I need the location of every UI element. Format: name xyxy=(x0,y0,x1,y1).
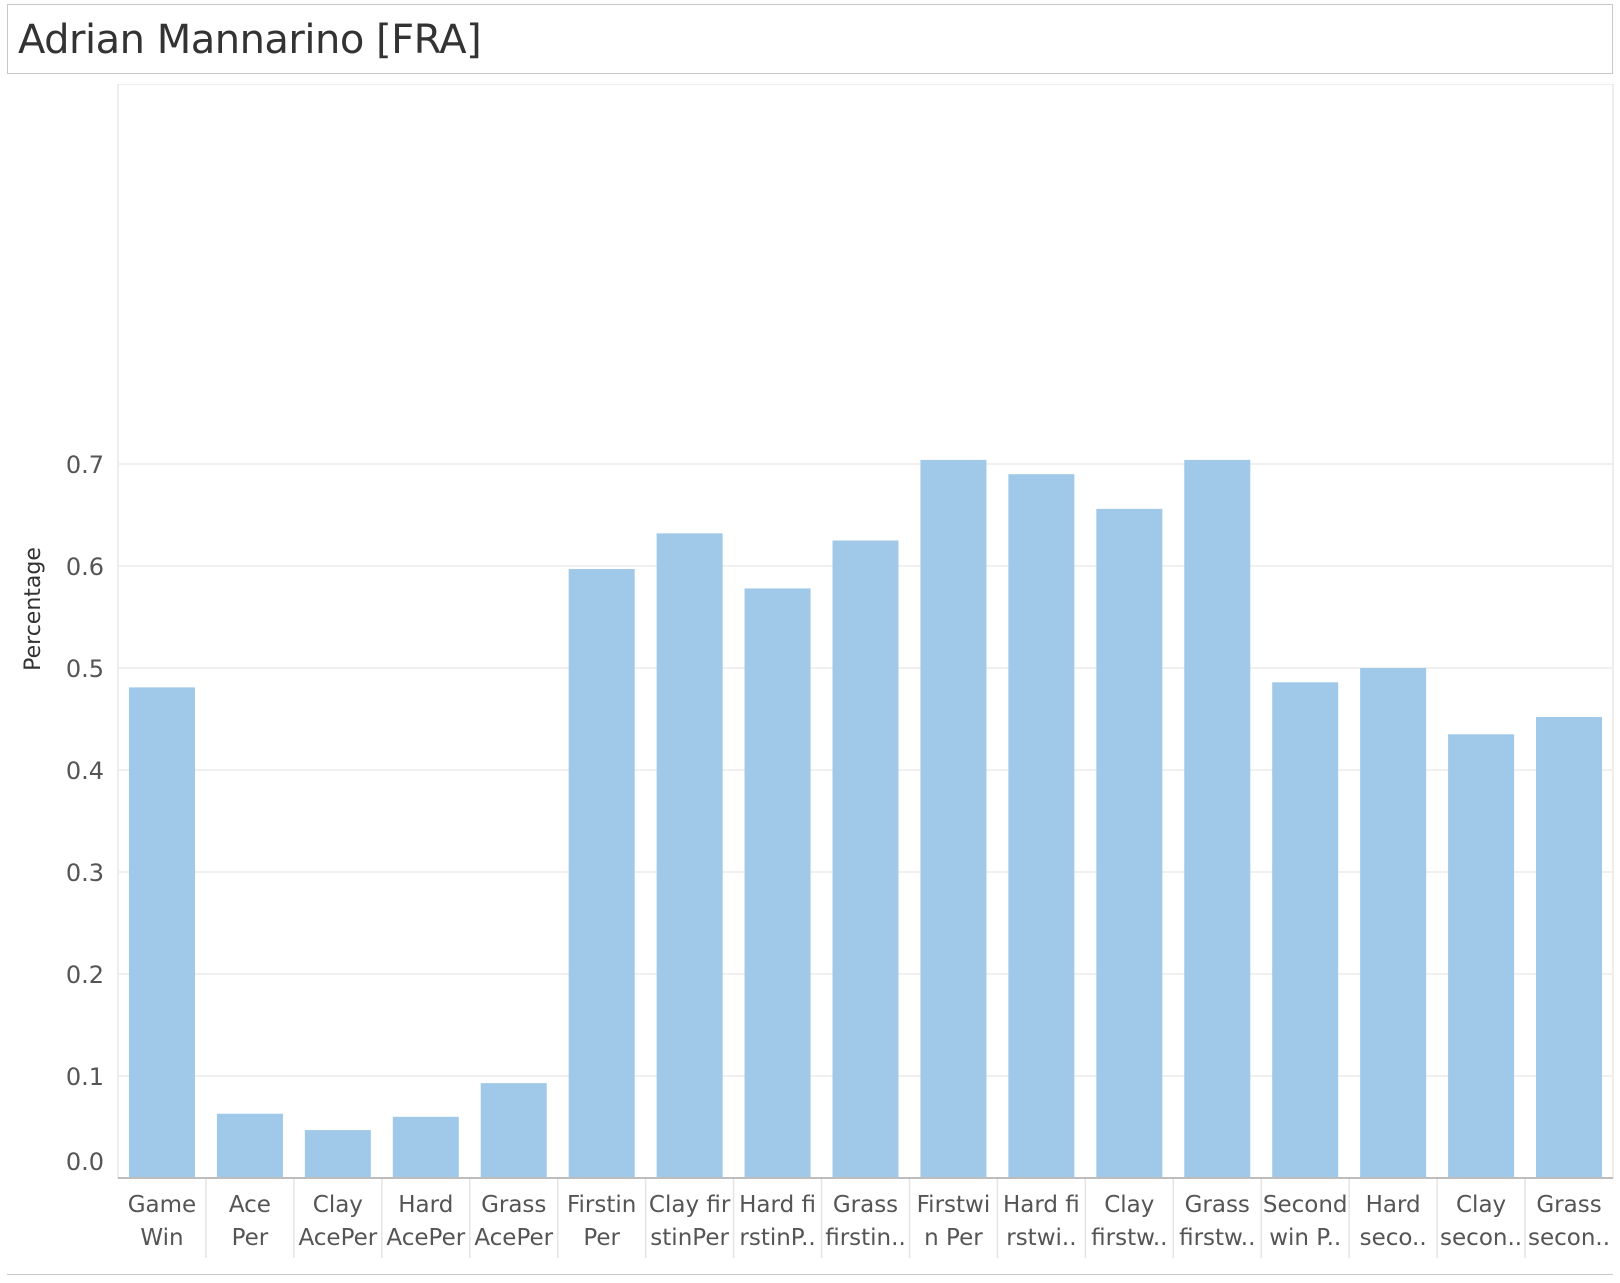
bar xyxy=(744,588,811,1178)
x-tick-label: AcePer xyxy=(386,1225,465,1251)
x-tick-label: Per xyxy=(232,1225,269,1251)
x-tick-label: win P.. xyxy=(1269,1225,1341,1251)
bar xyxy=(392,1116,459,1178)
bar xyxy=(304,1130,371,1178)
bar xyxy=(832,540,899,1178)
y-tick-label: 0.5 xyxy=(66,655,104,683)
x-tick-label: Clay fir xyxy=(649,1192,731,1218)
bar xyxy=(1008,474,1075,1178)
y-tick-label: 0.0 xyxy=(66,1148,104,1176)
y-tick-label: 0.6 xyxy=(66,553,104,581)
x-tick-label: secon.. xyxy=(1528,1225,1610,1251)
bar xyxy=(480,1083,547,1178)
x-tick-label: rstinP.. xyxy=(739,1225,815,1251)
bar xyxy=(1184,459,1251,1178)
y-tick-label: 0.1 xyxy=(66,1063,104,1091)
bar xyxy=(128,687,195,1178)
x-tick-label: firstw.. xyxy=(1091,1225,1167,1251)
bar xyxy=(1096,508,1163,1178)
bar-chart: 0.00.10.20.30.40.50.60.7GameWinAcePerCla… xyxy=(21,83,1614,1258)
x-tick-label: Second xyxy=(1263,1192,1348,1218)
bar xyxy=(1272,682,1339,1178)
bar xyxy=(1448,734,1515,1178)
x-tick-label: firstw.. xyxy=(1179,1225,1255,1251)
axis-layer: 0.00.10.20.30.40.50.60.7GameWinAcePerCla… xyxy=(66,451,1613,1258)
bar-layer xyxy=(128,459,1603,1178)
x-tick-label: Firstin xyxy=(567,1192,636,1218)
x-tick-label: rstwi.. xyxy=(1006,1225,1076,1251)
chart-area: 0.0 0.1 0.2 0.3 0.4 0.5 0.6 0.7 Game Win Ace Per Cla… xyxy=(0,83,1620,1278)
x-tick-label: firstin.. xyxy=(825,1225,906,1251)
y-tick-label: 0.3 xyxy=(66,859,104,887)
x-tick-label: Ace xyxy=(229,1192,271,1218)
x-tick-label: Game xyxy=(128,1192,196,1218)
bar xyxy=(1536,716,1603,1178)
x-tick-label: seco.. xyxy=(1360,1225,1427,1251)
x-tick-label: Clay xyxy=(313,1192,363,1218)
x-tick-label: Clay xyxy=(1104,1192,1154,1218)
y-axis-label: Percentage xyxy=(21,547,46,671)
x-tick-label: Hard fi xyxy=(1003,1192,1080,1218)
x-tick-label: Grass xyxy=(481,1192,546,1218)
bar xyxy=(1360,668,1427,1178)
y-tick-label: 0.2 xyxy=(66,961,104,989)
x-tick-label: Win xyxy=(140,1225,183,1251)
bar xyxy=(920,459,987,1178)
x-tick-label: secon.. xyxy=(1440,1225,1522,1251)
bar xyxy=(656,533,723,1178)
bottom-border xyxy=(7,1274,1613,1275)
x-tick-label: Hard fi xyxy=(739,1192,816,1218)
y-tick-label: 0.7 xyxy=(66,451,104,479)
x-tick-label: stinPer xyxy=(650,1225,729,1251)
bar xyxy=(568,569,635,1178)
x-tick-label: Hard xyxy=(1366,1192,1421,1218)
x-tick-label: Per xyxy=(583,1225,620,1251)
x-tick-label: n Per xyxy=(924,1225,983,1251)
x-tick-label: AcePer xyxy=(474,1225,553,1251)
x-tick-label: Clay xyxy=(1456,1192,1506,1218)
x-tick-label: Hard xyxy=(398,1192,453,1218)
x-tick-label: Firstwi xyxy=(917,1192,991,1218)
x-tick-label: Grass xyxy=(1185,1192,1250,1218)
y-tick-label: 0.4 xyxy=(66,757,104,785)
bar xyxy=(216,1113,283,1178)
x-tick-label: Grass xyxy=(1536,1192,1601,1218)
title-box: Adrian Mannarino [FRA] xyxy=(7,4,1613,74)
x-tick-label: Grass xyxy=(833,1192,898,1218)
page-title: Adrian Mannarino [FRA] xyxy=(18,17,482,63)
x-tick-label: AcePer xyxy=(298,1225,377,1251)
